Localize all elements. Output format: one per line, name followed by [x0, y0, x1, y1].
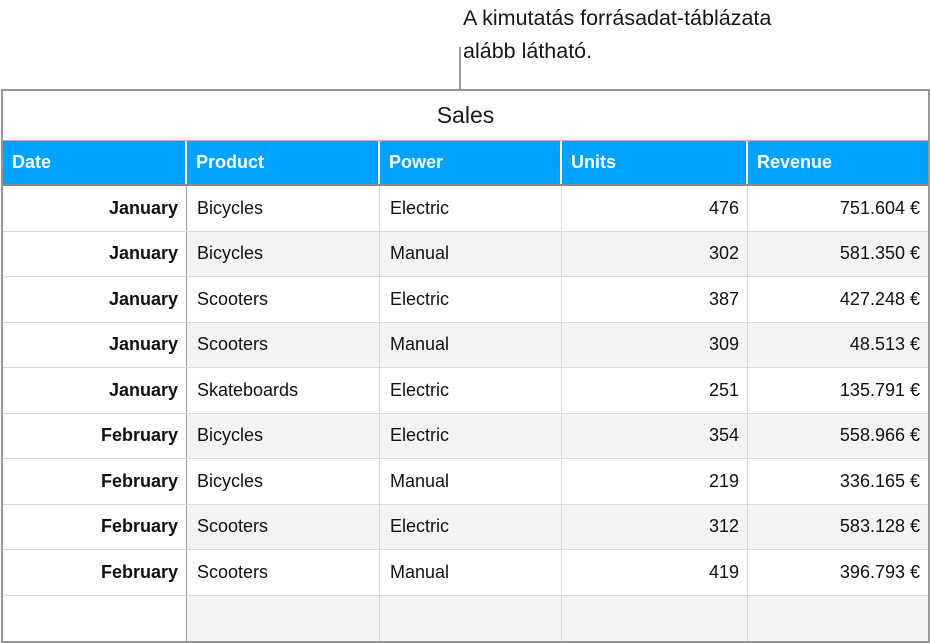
cell-date[interactable]: February — [3, 459, 187, 504]
cell-revenue[interactable] — [748, 595, 928, 641]
cell-revenue[interactable]: 583.128 € — [748, 504, 928, 549]
cell-product[interactable]: Bicycles — [187, 186, 380, 231]
cell-units[interactable]: 354 — [562, 413, 748, 458]
table-row: January Skateboards Electric 251 135.791… — [3, 368, 928, 414]
cell-date[interactable]: January — [3, 368, 187, 413]
cell-revenue[interactable]: 336.165 € — [748, 459, 928, 504]
callout-text: A kimutatás forrásadat-táblázata alább l… — [463, 2, 771, 68]
table-row: January Scooters Manual 309 48.513 € — [3, 322, 928, 368]
callout-line-2: alább látható. — [463, 39, 593, 63]
cell-product[interactable]: Bicycles — [187, 413, 380, 458]
cell-units[interactable]: 219 — [562, 459, 748, 504]
table-row: January Bicycles Electric 476 751.604 € — [3, 186, 928, 232]
cell-power[interactable]: Electric — [380, 413, 562, 458]
cell-power[interactable]: Electric — [380, 277, 562, 322]
cell-date[interactable]: February — [3, 413, 187, 458]
cell-power[interactable]: Manual — [380, 550, 562, 595]
cell-units[interactable]: 419 — [562, 550, 748, 595]
callout-connector-line — [459, 47, 461, 90]
cell-units[interactable] — [562, 595, 748, 641]
cell-date[interactable]: January — [3, 186, 187, 231]
cell-product[interactable] — [187, 595, 380, 641]
cell-power[interactable]: Electric — [380, 186, 562, 231]
cell-power[interactable]: Electric — [380, 504, 562, 549]
table-row: February Bicycles Manual 219 336.165 € — [3, 459, 928, 505]
cell-date[interactable] — [3, 595, 187, 641]
cell-units[interactable]: 302 — [562, 231, 748, 276]
cell-product[interactable]: Scooters — [187, 322, 380, 367]
cell-power[interactable] — [380, 595, 562, 641]
cell-power[interactable]: Electric — [380, 368, 562, 413]
table-title[interactable]: Sales — [3, 91, 928, 141]
cell-revenue[interactable]: 581.350 € — [748, 231, 928, 276]
table-header-row: Date Product Power Units Revenue — [3, 141, 928, 186]
table-row: February Bicycles Electric 354 558.966 € — [3, 413, 928, 459]
table-row-partial — [3, 595, 928, 641]
cell-power[interactable]: Manual — [380, 322, 562, 367]
table-row: January Bicycles Manual 302 581.350 € — [3, 231, 928, 277]
column-header-units[interactable]: Units — [562, 141, 748, 184]
cell-revenue[interactable]: 135.791 € — [748, 368, 928, 413]
cell-product[interactable]: Bicycles — [187, 231, 380, 276]
table-row: January Scooters Electric 387 427.248 € — [3, 277, 928, 323]
cell-product[interactable]: Scooters — [187, 504, 380, 549]
cell-units[interactable]: 476 — [562, 186, 748, 231]
cell-date[interactable]: January — [3, 277, 187, 322]
cell-units[interactable]: 251 — [562, 368, 748, 413]
cell-date[interactable]: January — [3, 322, 187, 367]
table-row: February Scooters Electric 312 583.128 € — [3, 504, 928, 550]
cell-product[interactable]: Scooters — [187, 277, 380, 322]
cell-revenue[interactable]: 396.793 € — [748, 550, 928, 595]
column-header-date[interactable]: Date — [3, 141, 187, 184]
cell-revenue[interactable]: 558.966 € — [748, 413, 928, 458]
cell-units[interactable]: 387 — [562, 277, 748, 322]
cell-power[interactable]: Manual — [380, 231, 562, 276]
cell-date[interactable]: February — [3, 504, 187, 549]
cell-units[interactable]: 309 — [562, 322, 748, 367]
column-header-revenue[interactable]: Revenue — [757, 152, 833, 172]
cell-revenue[interactable]: 48.513 € — [748, 322, 928, 367]
cell-revenue[interactable]: 427.248 € — [748, 277, 928, 322]
callout-line-1: A kimutatás forrásadat-táblázata — [463, 6, 772, 30]
cell-product[interactable]: Bicycles — [187, 459, 380, 504]
table-row: February Scooters Manual 419 396.793 € — [3, 550, 928, 596]
cell-product[interactable]: Scooters — [187, 550, 380, 595]
column-header-power[interactable]: Power — [380, 141, 562, 184]
column-header-product[interactable]: Product — [187, 141, 380, 184]
cell-units[interactable]: 312 — [562, 504, 748, 549]
cell-power[interactable]: Manual — [380, 459, 562, 504]
cell-date[interactable]: January — [3, 231, 187, 276]
cell-date[interactable]: February — [3, 550, 187, 595]
sales-table: Sales Date Product Power Units Revenue J… — [1, 89, 930, 643]
cell-revenue[interactable]: 751.604 € — [748, 186, 928, 231]
cell-product[interactable]: Skateboards — [187, 368, 380, 413]
